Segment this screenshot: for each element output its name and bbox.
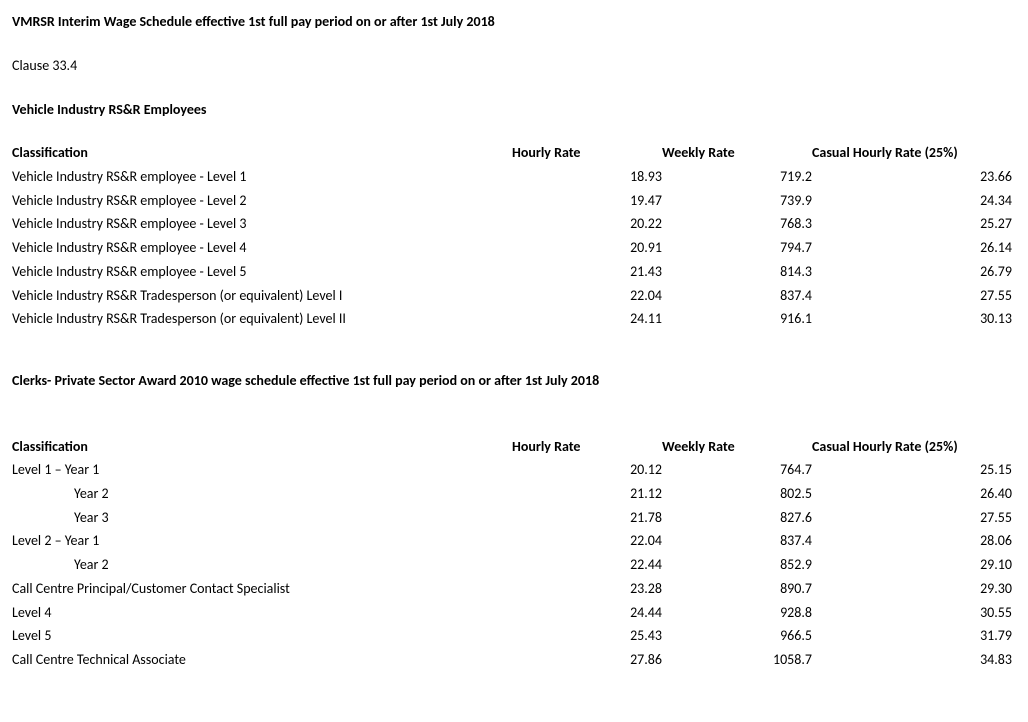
table-row: Call Centre Technical Associate27.861058… [12,648,1012,672]
cell-casual: 29.10 [812,553,1012,577]
cell-weekly: 837.4 [662,284,812,308]
cell-casual: 30.13 [812,307,1012,331]
cell-casual: 25.15 [812,458,1012,482]
section1-title: Vehicle Industry RS&R Employees [12,98,1016,122]
cell-casual: 29.30 [812,577,1012,601]
cell-casual: 23.66 [812,165,1012,189]
cell-casual: 26.79 [812,260,1012,284]
indented-label: Year 2 [12,483,109,505]
cell-weekly: 916.1 [662,307,812,331]
cell-casual: 27.55 [812,284,1012,308]
cell-classification: Level 4 [12,601,512,625]
cell-hourly: 22.04 [512,529,662,553]
table-header-row: Classification Hourly Rate Weekly Rate C… [12,435,1012,459]
cell-hourly: 19.47 [512,189,662,213]
indented-label: Year 2 [12,554,109,576]
table-row: Vehicle Industry RS&R Tradesperson (or e… [12,284,1012,308]
table-row: Vehicle Industry RS&R employee - Level 3… [12,212,1012,236]
cell-hourly: 22.04 [512,284,662,308]
table-row: Year 3 21.78827.627.55 [12,506,1012,530]
cell-classification: Vehicle Industry RS&R employee - Level 2 [12,189,512,213]
cell-casual: 25.27 [812,212,1012,236]
cell-weekly: 1058.7 [662,648,812,672]
cell-hourly: 20.12 [512,458,662,482]
cell-weekly: 739.9 [662,189,812,213]
document-title-1: VMRSR Interim Wage Schedule effective 1s… [12,10,1016,34]
cell-casual: 34.83 [812,648,1012,672]
cell-classification: Level 5 [12,624,512,648]
cell-weekly: 890.7 [662,577,812,601]
cell-classification: Year 3 [12,506,512,530]
table-row: Vehicle Industry RS&R employee - Level 5… [12,260,1012,284]
header-weekly: Weekly Rate [662,435,812,459]
header-classification: Classification [12,435,512,459]
cell-hourly: 21.12 [512,482,662,506]
cell-classification: Vehicle Industry RS&R Tradesperson (or e… [12,307,512,331]
table-row: Level 525.43966.531.79 [12,624,1012,648]
cell-weekly: 966.5 [662,624,812,648]
cell-weekly: 852.9 [662,553,812,577]
cell-weekly: 928.8 [662,601,812,625]
header-hourly: Hourly Rate [512,141,662,165]
cell-classification: Level 2 – Year 1 [12,529,512,553]
cell-casual: 31.79 [812,624,1012,648]
cell-hourly: 24.11 [512,307,662,331]
cell-weekly: 794.7 [662,236,812,260]
cell-classification: Level 1 – Year 1 [12,458,512,482]
clause-text: Clause 33.4 [12,54,1016,78]
table-row: Level 1 – Year 120.12764.725.15 [12,458,1012,482]
cell-classification: Vehicle Industry RS&R employee - Level 3 [12,212,512,236]
cell-classification: Year 2 [12,482,512,506]
table-row: Year 2 21.12802.526.40 [12,482,1012,506]
table-row: Level 424.44928.830.55 [12,601,1012,625]
cell-weekly: 768.3 [662,212,812,236]
header-casual: Casual Hourly Rate (25%) [812,435,1012,459]
cell-hourly: 24.44 [512,601,662,625]
cell-hourly: 20.22 [512,212,662,236]
header-hourly: Hourly Rate [512,435,662,459]
cell-weekly: 814.3 [662,260,812,284]
header-casual: Casual Hourly Rate (25%) [812,141,1012,165]
cell-classification: Vehicle Industry RS&R employee - Level 1 [12,165,512,189]
cell-hourly: 21.43 [512,260,662,284]
document-title-2: Clerks- Private Sector Award 2010 wage s… [12,369,1016,393]
cell-casual: 26.14 [812,236,1012,260]
table-row: Year 2 22.44852.929.10 [12,553,1012,577]
table-header-row: Classification Hourly Rate Weekly Rate C… [12,141,1012,165]
cell-weekly: 764.7 [662,458,812,482]
cell-weekly: 837.4 [662,529,812,553]
indented-label: Year 3 [12,507,109,529]
table-row: Level 2 – Year 122.04837.428.06 [12,529,1012,553]
header-weekly: Weekly Rate [662,141,812,165]
wage-table-2: Classification Hourly Rate Weekly Rate C… [12,435,1012,672]
cell-classification: Vehicle Industry RS&R employee - Level 5 [12,260,512,284]
cell-casual: 26.40 [812,482,1012,506]
header-classification: Classification [12,141,512,165]
cell-hourly: 21.78 [512,506,662,530]
cell-hourly: 23.28 [512,577,662,601]
cell-classification: Call Centre Technical Associate [12,648,512,672]
cell-casual: 27.55 [812,506,1012,530]
table-row: Call Centre Principal/Customer Contact S… [12,577,1012,601]
cell-casual: 24.34 [812,189,1012,213]
cell-weekly: 719.2 [662,165,812,189]
table-row: Vehicle Industry RS&R employee - Level 2… [12,189,1012,213]
table-row: Vehicle Industry RS&R employee - Level 1… [12,165,1012,189]
cell-casual: 28.06 [812,529,1012,553]
cell-weekly: 827.6 [662,506,812,530]
cell-hourly: 22.44 [512,553,662,577]
table-row: Vehicle Industry RS&R employee - Level 4… [12,236,1012,260]
cell-classification: Call Centre Principal/Customer Contact S… [12,577,512,601]
table-row: Vehicle Industry RS&R Tradesperson (or e… [12,307,1012,331]
cell-hourly: 18.93 [512,165,662,189]
cell-hourly: 27.86 [512,648,662,672]
cell-classification: Year 2 [12,553,512,577]
cell-classification: Vehicle Industry RS&R employee - Level 4 [12,236,512,260]
wage-table-1: Classification Hourly Rate Weekly Rate C… [12,141,1012,331]
cell-weekly: 802.5 [662,482,812,506]
cell-casual: 30.55 [812,601,1012,625]
cell-hourly: 25.43 [512,624,662,648]
cell-hourly: 20.91 [512,236,662,260]
cell-classification: Vehicle Industry RS&R Tradesperson (or e… [12,284,512,308]
